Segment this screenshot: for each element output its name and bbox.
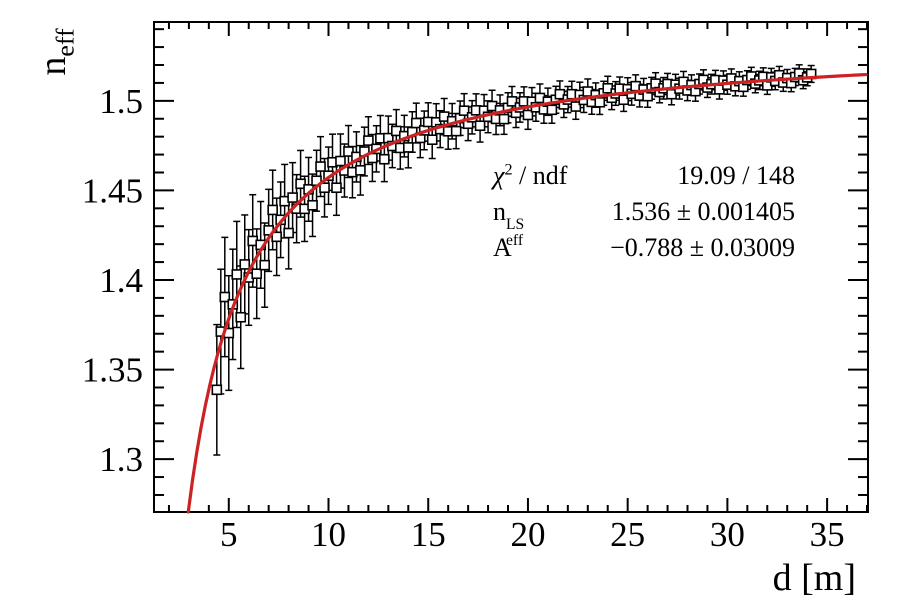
- data-point-marker: [343, 146, 354, 157]
- data-point-marker: [458, 105, 470, 116]
- y-tick-label: 1.45: [82, 171, 143, 210]
- A-value: −0.788 ± 0.03009: [610, 233, 795, 262]
- plot-frame: [153, 21, 869, 513]
- data-point-marker: [319, 182, 330, 194]
- data-point-marker: [307, 199, 318, 211]
- data-point-marker: [211, 384, 223, 396]
- y-axis-title-sub: eff: [50, 28, 80, 57]
- fit-curve: [186, 72, 868, 514]
- data-point-marker: [219, 291, 231, 303]
- data-point-marker: [315, 161, 326, 172]
- x-tick-label: 35: [810, 515, 845, 554]
- neff-label: n LS eff: [493, 197, 524, 249]
- x-tick-label: 25: [610, 515, 645, 554]
- x-tick-label: 15: [411, 515, 446, 554]
- y-tick-label: 1.3: [99, 440, 143, 479]
- data-point-marker: [267, 204, 278, 216]
- y-tick-label: 1.5: [99, 82, 143, 121]
- chi2-label-rest: / ndf: [512, 161, 568, 190]
- data-point-marker: [554, 88, 566, 100]
- data-point-marker: [570, 101, 582, 112]
- x-tick-label: 30: [710, 515, 745, 554]
- chi2-value: 19.09 / 148: [677, 161, 795, 190]
- data-point-marker: [271, 231, 282, 243]
- y-tick-label: 1.4: [99, 261, 143, 300]
- fit-stats-box: χ2 / ndf 19.09 / 148 n LS eff 1.536 ± 0.00…: [493, 161, 795, 269]
- neff-superscript: LS: [506, 215, 525, 233]
- data-point-marker: [410, 117, 422, 129]
- data-point-marker: [231, 269, 243, 280]
- x-axis-title: d [m]: [772, 557, 856, 599]
- data-point-marker: [546, 104, 558, 116]
- data-point-marker: [295, 178, 306, 190]
- x-tick-label: 20: [510, 515, 545, 554]
- data-point-marker: [426, 134, 438, 146]
- data-point-marker: [355, 165, 366, 176]
- x-tick-label: 5: [220, 515, 238, 554]
- data-point-marker: [363, 135, 374, 146]
- data-point-marker: [618, 94, 629, 106]
- data-point-marker: [235, 311, 247, 323]
- A-label: A: [493, 233, 512, 262]
- data-point-marker: [335, 155, 346, 167]
- neff-subscript: eff: [506, 231, 524, 249]
- data-point-marker: [251, 268, 263, 280]
- data-point-marker: [259, 259, 270, 271]
- neff-supsub: LS eff: [506, 215, 525, 250]
- chi-symbol: χ: [493, 161, 505, 190]
- stats-row-chi2: χ2 / ndf 19.09 / 148: [493, 161, 795, 197]
- y-axis-title-base: n: [32, 56, 74, 76]
- data-point-marker: [331, 182, 342, 194]
- neff-value: 1.536 ± 0.001405: [611, 197, 795, 226]
- data-point-marker: [498, 113, 510, 125]
- data-point-marker: [287, 192, 298, 203]
- data-point-marker: [474, 120, 486, 132]
- stats-row-A: A −0.788 ± 0.03009: [493, 233, 795, 269]
- y-tick-label: 1.35: [82, 351, 143, 390]
- data-point-marker: [506, 96, 518, 107]
- neff-label-base: n: [493, 197, 506, 226]
- data-point-marker: [239, 259, 251, 270]
- data-point-marker: [450, 125, 462, 137]
- stats-row-neff: n LS eff 1.536 ± 0.001405: [493, 197, 795, 249]
- chi2-label: χ2 / ndf: [493, 161, 567, 191]
- data-point-marker: [522, 109, 534, 121]
- data-point-marker: [379, 153, 390, 165]
- data-point-marker: [402, 142, 414, 153]
- chi-exponent: 2: [504, 161, 513, 179]
- data-point-marker: [594, 96, 606, 108]
- y-axis-title: neff: [31, 7, 80, 97]
- x-tick-label: 10: [311, 515, 346, 554]
- data-point-marker: [283, 227, 294, 239]
